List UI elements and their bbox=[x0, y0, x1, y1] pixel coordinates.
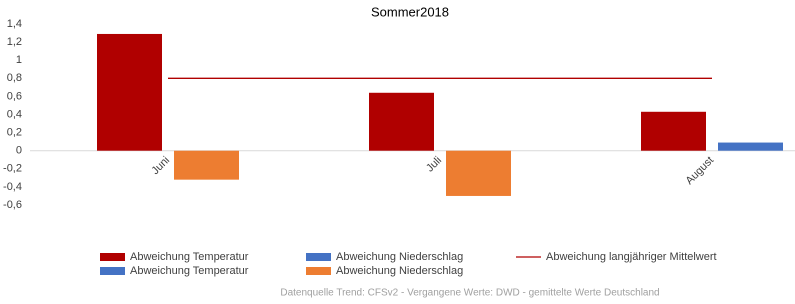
bar bbox=[718, 142, 783, 151]
legend-label: Abweichung langjähriger Mittelwert bbox=[546, 251, 717, 263]
bar bbox=[641, 111, 706, 151]
x-tick-label: August bbox=[683, 154, 716, 187]
y-tick-label: 0,8 bbox=[7, 72, 22, 84]
chart-title: Sommer2018 bbox=[371, 4, 449, 19]
legend-swatch bbox=[306, 267, 331, 275]
bar bbox=[369, 92, 434, 151]
y-tick-label: 0 bbox=[16, 145, 22, 157]
legend-label: Abweichung Temperatur bbox=[130, 251, 249, 263]
y-tick-label: -0,4 bbox=[3, 181, 22, 193]
y-tick-label: -0,2 bbox=[3, 163, 22, 175]
y-tick-label: -0,6 bbox=[3, 199, 22, 211]
y-tick-label: 0,6 bbox=[7, 90, 22, 102]
legend-label: Abweichung Niederschlag bbox=[336, 251, 463, 263]
legend-swatch bbox=[100, 267, 125, 275]
footnote: Datenquelle Trend: CFSv2 - Vergangene We… bbox=[280, 288, 659, 299]
bar bbox=[446, 150, 511, 196]
y-tick-label: 1,4 bbox=[7, 18, 22, 30]
x-tick-label: Juli bbox=[424, 154, 444, 174]
y-tick-label: 0,4 bbox=[7, 108, 22, 120]
y-tick-label: 1 bbox=[16, 54, 22, 66]
x-tick-label: Juni bbox=[149, 154, 172, 177]
bar bbox=[174, 150, 239, 180]
legend-label: Abweichung Niederschlag bbox=[336, 265, 463, 277]
y-tick-label: 0,2 bbox=[7, 127, 22, 139]
legend-swatch bbox=[306, 253, 331, 261]
legend-swatch bbox=[100, 253, 125, 261]
legend-label: Abweichung Temperatur bbox=[130, 265, 249, 277]
bar bbox=[97, 33, 162, 151]
y-tick-label: 1,2 bbox=[7, 36, 22, 48]
